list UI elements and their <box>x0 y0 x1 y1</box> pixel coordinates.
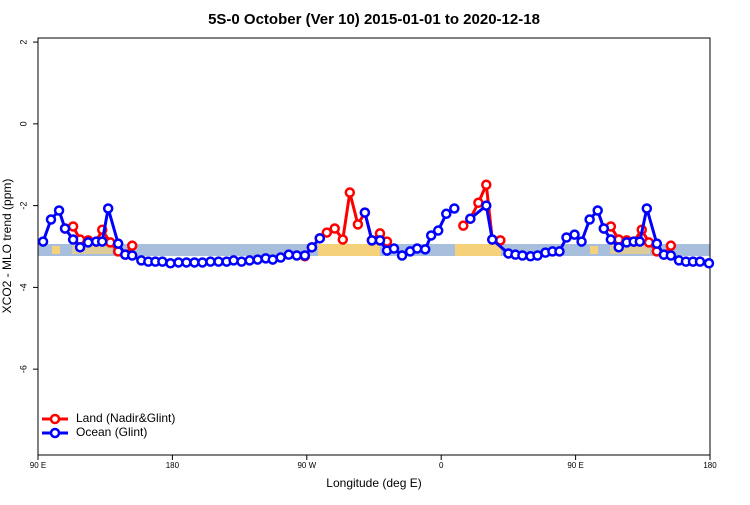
x-tick-label: 180 <box>703 461 717 470</box>
point <box>205 256 216 267</box>
point <box>359 207 371 218</box>
y-tick-label: -4 <box>18 283 28 291</box>
point <box>291 250 303 261</box>
point <box>82 237 94 248</box>
x-tick-label: 90 W <box>297 461 316 470</box>
point <box>481 179 492 191</box>
point <box>74 242 86 253</box>
point <box>458 220 469 231</box>
chart-title: 5S-0 October (Ver 10) 2015-01-01 to 2020… <box>208 11 540 28</box>
land-mask-strip <box>38 244 710 256</box>
point <box>449 203 460 214</box>
x-axis-label: Longitude (deg E) <box>326 476 421 490</box>
point <box>197 257 208 268</box>
legend-label: Land (Nadir&Glint) <box>76 411 175 425</box>
y-axis-label: XCO2 - MLO trend (ppm) <box>0 179 14 314</box>
point <box>329 223 340 234</box>
legend-marker <box>49 413 61 425</box>
point <box>569 229 580 240</box>
point <box>96 236 108 247</box>
legend-label: Ocean (Glint) <box>76 425 147 439</box>
point <box>641 203 653 214</box>
point <box>419 244 431 255</box>
point <box>584 214 595 225</box>
point <box>337 234 349 245</box>
point <box>299 250 311 261</box>
point <box>59 223 71 234</box>
point <box>157 256 168 267</box>
point <box>634 236 646 247</box>
point <box>517 250 528 261</box>
point <box>487 234 498 245</box>
point <box>67 234 79 245</box>
x-tick-label: 90 E <box>30 461 46 470</box>
point <box>105 237 116 248</box>
point <box>613 242 625 253</box>
point <box>352 219 364 230</box>
plot-frame <box>37 37 711 456</box>
y-tick-label: 0 <box>18 121 28 126</box>
point <box>561 232 572 243</box>
point <box>181 257 192 268</box>
point <box>592 205 603 216</box>
point <box>441 208 452 220</box>
point <box>165 258 176 269</box>
point <box>481 200 492 211</box>
point <box>213 256 224 267</box>
point <box>45 214 57 225</box>
land-patch <box>590 246 598 254</box>
point <box>703 258 715 269</box>
point <box>605 234 617 245</box>
point <box>112 238 124 249</box>
land-patch <box>455 244 501 256</box>
point <box>37 236 49 247</box>
land-patch <box>72 244 112 254</box>
point <box>344 187 356 198</box>
point <box>432 225 444 236</box>
point <box>228 255 239 266</box>
point <box>244 255 255 266</box>
y-tick-label: -6 <box>18 365 28 373</box>
x-tick-label: 0 <box>439 461 444 470</box>
point <box>643 237 655 248</box>
point <box>665 250 677 261</box>
y-tick-label: -2 <box>18 202 28 210</box>
point <box>275 252 286 263</box>
point <box>665 240 677 251</box>
point <box>554 246 565 257</box>
point <box>102 203 114 214</box>
land-patch <box>318 244 380 256</box>
point <box>126 250 138 261</box>
point <box>306 242 318 253</box>
point <box>374 235 386 246</box>
point <box>425 230 437 241</box>
point <box>388 243 400 254</box>
point <box>366 235 378 246</box>
point <box>252 254 263 265</box>
land-patch <box>52 246 60 254</box>
point <box>411 243 423 254</box>
point <box>236 256 247 267</box>
point <box>576 236 587 247</box>
point <box>126 240 138 251</box>
x-tick-label: 180 <box>166 461 180 470</box>
x-tick-label: 90 E <box>567 461 583 470</box>
point <box>321 227 333 238</box>
y-tick-label: 2 <box>18 40 28 45</box>
series-line <box>64 183 673 258</box>
point <box>53 205 65 216</box>
legend-marker <box>49 427 61 439</box>
point <box>396 250 408 261</box>
land-patch <box>610 244 650 254</box>
point <box>465 213 476 224</box>
point <box>598 223 610 234</box>
point <box>651 238 663 249</box>
point <box>67 221 79 232</box>
point <box>694 256 706 267</box>
point <box>283 249 294 260</box>
point <box>314 233 326 244</box>
